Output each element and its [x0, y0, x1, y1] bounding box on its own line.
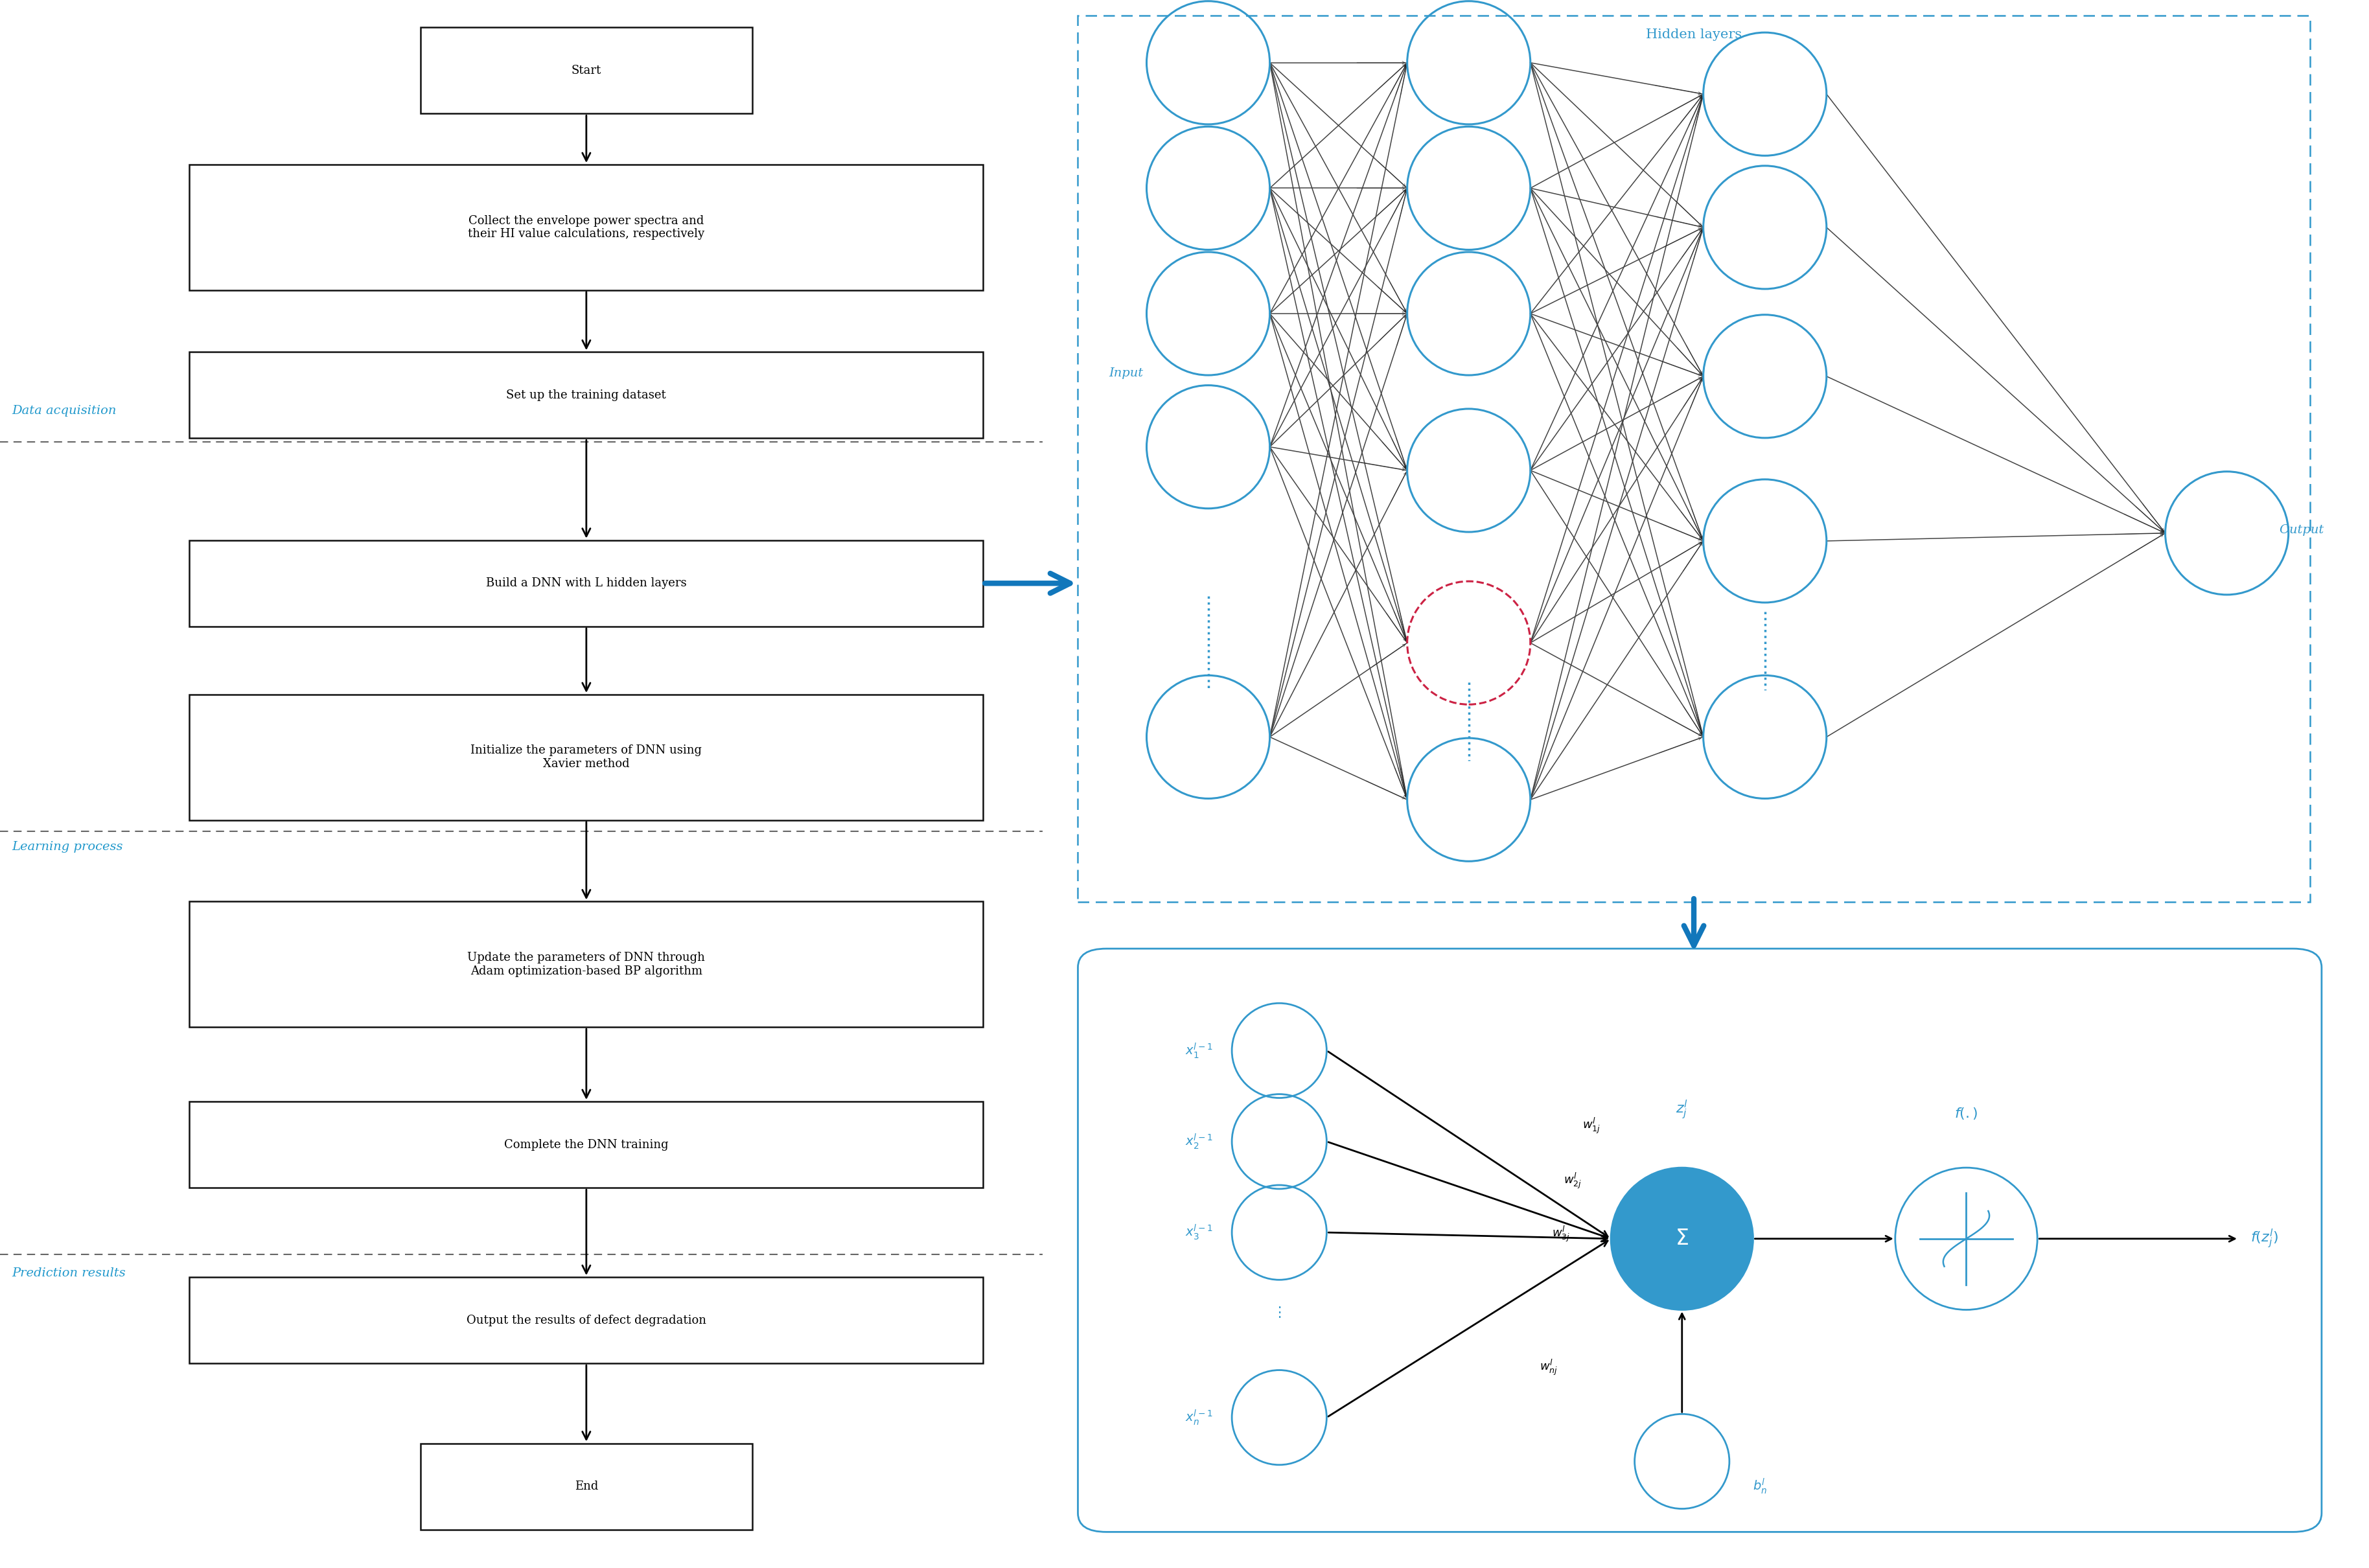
Text: Complete the DNN training: Complete the DNN training — [505, 1138, 668, 1151]
Bar — [190, 1101, 983, 1189]
Text: Learning process: Learning process — [12, 840, 123, 853]
Text: Set up the training dataset: Set up the training dataset — [507, 389, 666, 401]
Text: $x_3^{l-1}$: $x_3^{l-1}$ — [1184, 1223, 1213, 1242]
Bar — [422, 1443, 753, 1530]
Text: $f(.)$: $f(.)$ — [1954, 1105, 1978, 1121]
Text: ⋮: ⋮ — [1272, 1306, 1286, 1319]
Text: Update the parameters of DNN through
Adam optimization-based BP algorithm: Update the parameters of DNN through Ada… — [467, 952, 706, 977]
Ellipse shape — [1611, 1168, 1753, 1309]
Text: Start: Start — [571, 64, 602, 77]
Text: $b_n^l$: $b_n^l$ — [1753, 1477, 1767, 1496]
Text: Initialize the parameters of DNN using
Xavier method: Initialize the parameters of DNN using X… — [471, 745, 701, 770]
Text: $f(z_j^l)$: $f(z_j^l)$ — [2251, 1228, 2279, 1250]
Text: $\Sigma$: $\Sigma$ — [1675, 1228, 1689, 1250]
Text: Input: Input — [1109, 367, 1144, 379]
Text: $x_n^{l-1}$: $x_n^{l-1}$ — [1184, 1408, 1213, 1427]
Text: Hidden layers: Hidden layers — [1646, 28, 1741, 41]
Text: Data acquisition: Data acquisition — [12, 405, 116, 417]
Text: Output the results of defect degradation: Output the results of defect degradation — [467, 1314, 706, 1327]
Bar — [190, 902, 983, 1027]
Text: Prediction results: Prediction results — [12, 1267, 126, 1279]
Text: $w_{2j}^l$: $w_{2j}^l$ — [1564, 1171, 1582, 1190]
Ellipse shape — [1895, 1168, 2037, 1309]
Text: $w_{nj}^l$: $w_{nj}^l$ — [1540, 1358, 1559, 1377]
Bar — [190, 165, 983, 290]
Text: End: End — [576, 1480, 597, 1493]
Bar — [190, 1276, 983, 1363]
FancyBboxPatch shape — [1078, 949, 2322, 1532]
Text: Collect the envelope power spectra and
their HI value calculations, respectively: Collect the envelope power spectra and t… — [469, 215, 704, 240]
Bar — [190, 695, 983, 820]
Bar — [190, 351, 983, 437]
Text: $w_{3j}^l$: $w_{3j}^l$ — [1552, 1225, 1571, 1243]
Text: $w_{1j}^l$: $w_{1j}^l$ — [1582, 1116, 1601, 1135]
Text: $x_2^{l-1}$: $x_2^{l-1}$ — [1184, 1132, 1213, 1151]
Text: $z_j^l$: $z_j^l$ — [1675, 1098, 1689, 1121]
Text: $x_1^{l-1}$: $x_1^{l-1}$ — [1184, 1041, 1213, 1060]
Text: Build a DNN with L hidden layers: Build a DNN with L hidden layers — [486, 577, 687, 590]
Text: Output: Output — [2279, 524, 2324, 536]
Bar — [190, 539, 983, 626]
Bar — [422, 27, 753, 113]
